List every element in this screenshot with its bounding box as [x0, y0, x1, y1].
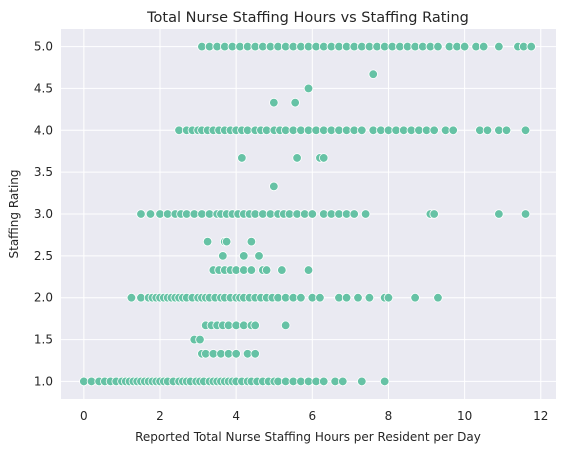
data-point: [460, 42, 469, 51]
data-point: [527, 42, 536, 51]
data-point: [262, 266, 271, 275]
data-point: [521, 126, 530, 135]
data-point: [479, 42, 488, 51]
data-point: [304, 84, 313, 93]
data-point: [297, 293, 306, 302]
data-point: [430, 126, 439, 135]
data-point: [354, 293, 363, 302]
data-point: [434, 293, 443, 302]
y-tick-label: 1.0: [34, 374, 53, 388]
data-point: [316, 293, 325, 302]
data-point: [270, 98, 279, 107]
x-tick-label: 4: [232, 409, 240, 423]
data-point: [430, 210, 439, 219]
data-point: [304, 266, 313, 275]
y-tick-label: 3.5: [34, 165, 53, 179]
x-tick-label: 12: [533, 409, 548, 423]
data-point: [255, 252, 264, 261]
data-point: [358, 126, 367, 135]
y-axis-label: Staffing Rating: [7, 169, 21, 258]
data-point: [350, 210, 359, 219]
y-tick-label: 1.5: [34, 333, 53, 347]
data-point: [483, 126, 492, 135]
data-point: [495, 42, 504, 51]
data-point: [270, 182, 279, 191]
data-point: [380, 377, 389, 386]
x-tick-label: 8: [385, 409, 393, 423]
y-tick-label: 3.0: [34, 207, 53, 221]
data-point: [434, 42, 443, 51]
data-point: [369, 70, 378, 79]
data-point: [137, 210, 146, 219]
y-tick-label: 2.0: [34, 291, 53, 305]
data-point: [338, 377, 347, 386]
data-point: [361, 210, 370, 219]
data-point: [222, 237, 231, 246]
data-point: [239, 252, 248, 261]
data-point: [127, 293, 136, 302]
y-tick-label: 5.0: [34, 40, 53, 54]
data-point: [146, 210, 155, 219]
y-tick-label: 4.5: [34, 81, 53, 95]
x-tick-label: 0: [80, 409, 88, 423]
x-axis-label: Reported Total Nurse Staffing Hours per …: [135, 430, 481, 444]
data-point: [384, 293, 393, 302]
x-tick-labels: 0 2 4 6 8 10 12: [80, 409, 548, 423]
data-point: [247, 266, 256, 275]
data-point: [278, 266, 287, 275]
data-point: [251, 321, 260, 330]
chart-title: Total Nurse Staffing Hours vs Staffing R…: [146, 10, 469, 26]
data-point: [232, 349, 241, 358]
data-point: [521, 210, 530, 219]
data-point: [319, 377, 328, 386]
data-point: [291, 98, 300, 107]
data-point: [281, 321, 290, 330]
x-tick-label: 6: [308, 409, 316, 423]
data-point: [358, 377, 367, 386]
data-point: [293, 154, 302, 163]
data-point: [342, 293, 351, 302]
x-tick-label: 2: [156, 409, 164, 423]
data-point: [196, 335, 205, 344]
data-point: [411, 293, 420, 302]
data-point: [495, 210, 504, 219]
y-tick-label: 4.0: [34, 123, 53, 137]
data-point: [319, 154, 328, 163]
data-point: [219, 252, 228, 261]
y-tick-labels: 1.0 1.5 2.0 2.5 3.0 3.5 4.0 4.5 5.0: [34, 40, 53, 389]
y-tick-label: 2.5: [34, 249, 53, 263]
data-point: [203, 237, 212, 246]
x-tick-label: 10: [457, 409, 472, 423]
data-point: [502, 126, 511, 135]
data-point: [247, 237, 256, 246]
data-point: [365, 293, 374, 302]
data-point: [238, 154, 247, 163]
data-point: [308, 210, 317, 219]
data-point: [449, 126, 458, 135]
data-point: [251, 349, 260, 358]
